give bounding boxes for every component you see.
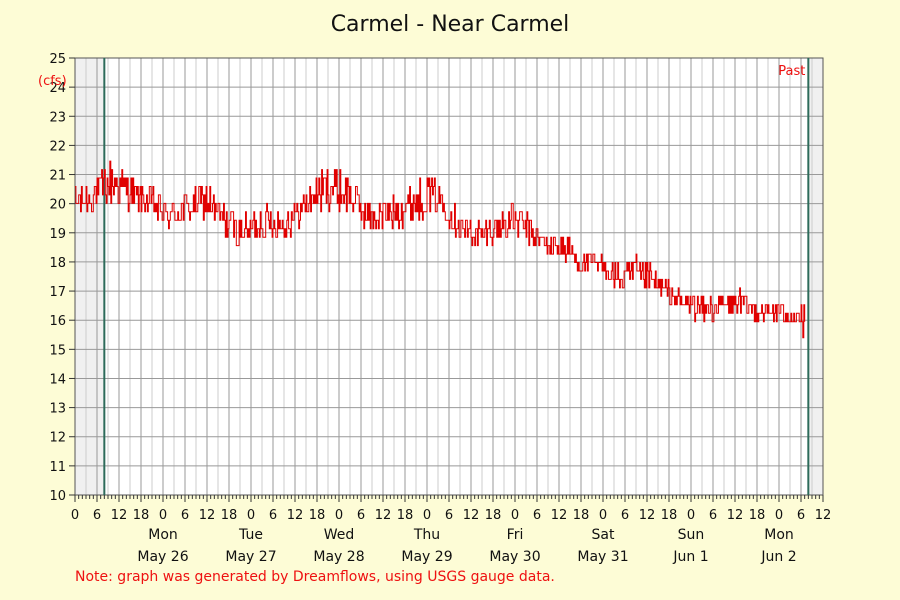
y-tick-label: 24 [49, 81, 66, 96]
x-hour-label: 18 [221, 508, 238, 523]
past-label: Past [778, 64, 805, 79]
chart-note: Note: graph was generated by Dreamflows,… [75, 569, 555, 585]
x-hour-label: 6 [533, 508, 541, 523]
y-tick-label: 13 [49, 402, 66, 417]
x-hour-label: 6 [621, 508, 629, 523]
x-hour-label: 6 [269, 508, 277, 523]
shaded-before-region [75, 58, 105, 495]
series-line [75, 160, 806, 339]
day-date-label: Jun 1 [672, 549, 708, 565]
day-weekday-label: Tue [238, 527, 263, 543]
x-hour-label: 6 [93, 508, 101, 523]
x-hour-label: 18 [485, 508, 502, 523]
x-hour-label: 18 [397, 508, 414, 523]
x-hour-label: 0 [247, 508, 255, 523]
day-weekday-label: Fri [507, 527, 524, 543]
chart-title: Carmel - Near Carmel [330, 12, 570, 37]
x-hour-label: 0 [687, 508, 695, 523]
x-hour-label: 0 [335, 508, 343, 523]
y-tick-label: 12 [49, 431, 66, 446]
y-tick-label: 17 [49, 285, 66, 300]
x-hour-label: 6 [357, 508, 365, 523]
y-tick-label: 10 [49, 489, 66, 504]
x-hour-label: 12 [287, 508, 304, 523]
x-hour-label: 12 [815, 508, 832, 523]
day-weekday-label: Sat [592, 527, 615, 543]
y-tick-label: 11 [49, 460, 66, 475]
x-hour-label: 12 [111, 508, 128, 523]
x-hour-label: 18 [133, 508, 150, 523]
day-date-label: May 27 [225, 549, 276, 565]
x-hour-label: 0 [423, 508, 431, 523]
day-date-label: May 30 [489, 549, 540, 565]
y-tick-label: 19 [49, 227, 66, 242]
x-hour-label: 6 [181, 508, 189, 523]
x-hour-label: 18 [749, 508, 766, 523]
y-tick-label: 25 [49, 52, 66, 67]
x-hour-label: 18 [309, 508, 326, 523]
x-hour-label: 12 [199, 508, 216, 523]
x-hour-label: 12 [463, 508, 480, 523]
x-hour-label: 0 [775, 508, 783, 523]
x-hour-label: 18 [661, 508, 678, 523]
x-hour-label: 12 [727, 508, 744, 523]
y-axis-unit-label: (cfs) [38, 74, 67, 89]
day-weekday-label: Wed [324, 527, 355, 543]
y-tick-label: 20 [49, 198, 66, 213]
y-tick-label: 23 [49, 110, 66, 125]
day-date-label: May 31 [577, 549, 628, 565]
y-tick-label: 22 [49, 139, 66, 154]
day-weekday-label: Mon [148, 527, 178, 543]
y-tick-label: 15 [49, 343, 66, 358]
x-hour-label: 12 [375, 508, 392, 523]
x-hour-label: 12 [551, 508, 568, 523]
x-hour-label: 6 [709, 508, 717, 523]
x-hour-label: 6 [445, 508, 453, 523]
y-tick-label: 21 [49, 169, 66, 184]
x-hour-label: 18 [573, 508, 590, 523]
day-weekday-label: Thu [413, 527, 440, 543]
shaded-after-region [808, 58, 823, 495]
day-date-label: May 28 [313, 549, 364, 565]
x-hour-label: 12 [639, 508, 656, 523]
x-hour-label: 0 [599, 508, 607, 523]
day-date-label: May 29 [401, 549, 452, 565]
x-hour-label: 6 [797, 508, 805, 523]
day-date-label: May 26 [137, 549, 188, 565]
x-hour-label: 0 [159, 508, 167, 523]
y-tick-label: 16 [49, 314, 66, 329]
day-weekday-label: Mon [764, 527, 794, 543]
day-date-label: Jun 2 [760, 549, 796, 565]
x-hour-label: 0 [71, 508, 79, 523]
day-weekday-label: Sun [678, 527, 705, 543]
y-tick-label: 14 [49, 372, 66, 387]
y-tick-label: 18 [49, 256, 66, 271]
x-hour-label: 0 [511, 508, 519, 523]
